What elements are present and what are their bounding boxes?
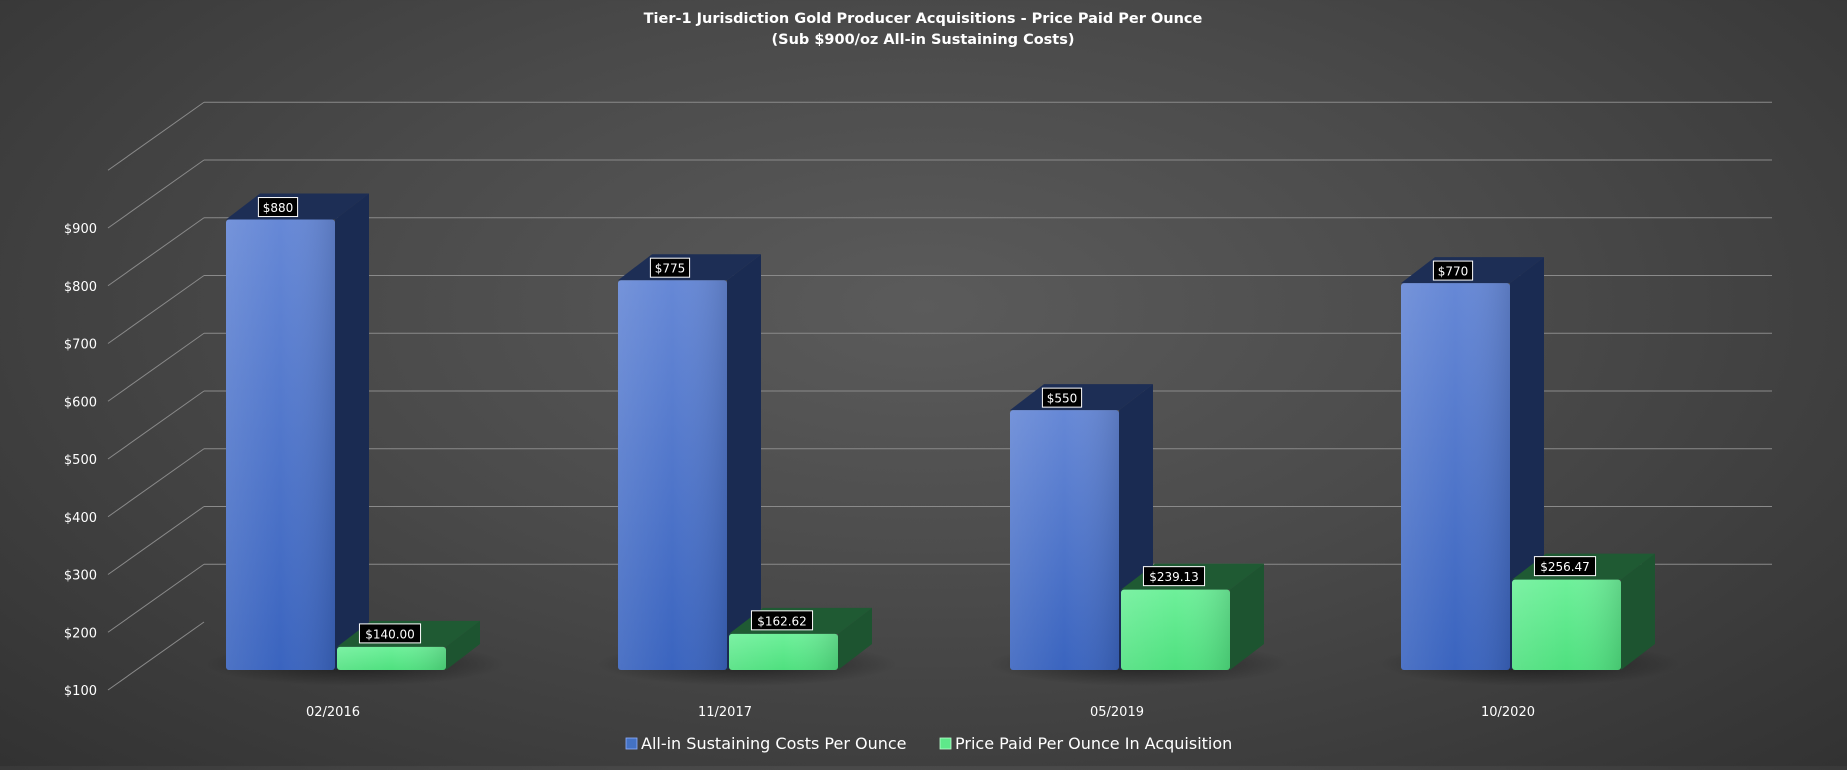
data-label-aisc-box: [649, 257, 691, 278]
chart-title: Tier-1 Jurisdiction Gold Producer Acquis…: [644, 11, 1203, 27]
gridline-side: [107, 101, 205, 171]
data-label-price-paid-box: [1142, 566, 1206, 587]
bar-price-paid-sheen: [337, 646, 446, 670]
x-tick-label: 10/2020: [1481, 705, 1535, 720]
data-label-aisc: $550: [1047, 392, 1078, 406]
legend-label: All-in Sustaining Costs Per Ounce: [641, 734, 907, 753]
data-label-aisc-box: [1432, 260, 1474, 281]
gridline-side: [107, 332, 205, 402]
y-tick-label: $900: [64, 222, 97, 237]
y-tick-label: $700: [64, 338, 97, 353]
data-label-aisc-box: [257, 197, 299, 218]
gridline-side: [107, 448, 205, 518]
legend-item: Price Paid Per Ounce In Acquisition: [939, 734, 1232, 753]
bar-price-paid-side: [1230, 563, 1264, 670]
y-tick-label: $300: [64, 569, 97, 584]
bar-aisc-side: [727, 254, 761, 670]
gridline-side: [107, 217, 205, 287]
bar-aisc: [618, 254, 761, 670]
legend: All-in Sustaining Costs Per Ounce Price P…: [625, 734, 1232, 753]
data-label-price-paid-box: [750, 610, 814, 631]
bar-price-paid-sheen: [1512, 579, 1621, 670]
bar-aisc-sheen: [618, 280, 727, 670]
y-tick-label: $200: [64, 626, 97, 641]
data-label-aisc-box: [1041, 387, 1083, 408]
data-label-price-paid: $239.13: [1149, 570, 1199, 584]
y-tick-label: $600: [64, 395, 97, 410]
bar-price-paid-side: [1621, 553, 1655, 670]
bar-aisc-sheen: [1401, 283, 1510, 670]
legend-label: Price Paid Per Ounce In Acquisition: [955, 734, 1232, 753]
gridline-side: [107, 275, 205, 344]
bar-price-paid-sheen: [1121, 589, 1230, 670]
gridline-side: [107, 159, 205, 229]
bar-price-paid-side: [446, 620, 480, 670]
data-label-aisc: $775: [655, 262, 686, 276]
data-label-price-paid: $256.47: [1540, 560, 1590, 574]
data-label-price-paid-box: [1533, 556, 1597, 577]
data-label-price-paid: $140.00: [365, 627, 415, 641]
x-tick-label: 02/2016: [306, 705, 360, 720]
gridline-side: [107, 390, 205, 460]
bar-aisc-sheen: [226, 219, 335, 671]
bar-aisc-side: [335, 193, 369, 671]
legend-swatch: [939, 737, 952, 750]
text-layer: Tier-1 Jurisdiction Gold Producer Acquis…: [64, 11, 1597, 720]
bar-aisc-sheen: [1010, 410, 1119, 670]
bar-aisc: [226, 193, 369, 671]
data-label-price-paid-box: [358, 623, 422, 644]
bar-price-paid-sheen: [729, 633, 838, 670]
x-tick-label: 11/2017: [698, 705, 752, 720]
y-tick-label: $800: [64, 280, 97, 295]
gridline-side: [107, 563, 205, 633]
data-label-aisc: $880: [263, 201, 294, 215]
x-tick-label: 05/2019: [1090, 705, 1144, 720]
bar-aisc: [1401, 257, 1544, 670]
legend-item: All-in Sustaining Costs Per Ounce: [625, 734, 907, 753]
bar-price-paid-side: [838, 607, 872, 670]
chart-subtitle: (Sub $900/oz All-in Sustaining Costs): [772, 32, 1075, 48]
y-tick-label: $100: [64, 684, 97, 699]
data-label-price-paid: $162.62: [757, 614, 807, 628]
bars-layer: [226, 193, 1655, 671]
gridline-side: [107, 506, 205, 575]
y-tick-label: $400: [64, 511, 97, 526]
gridline-side: [107, 621, 205, 691]
y-tick-label: $500: [64, 453, 97, 468]
data-label-aisc: $770: [1438, 265, 1469, 279]
legend-swatch: [625, 737, 638, 750]
